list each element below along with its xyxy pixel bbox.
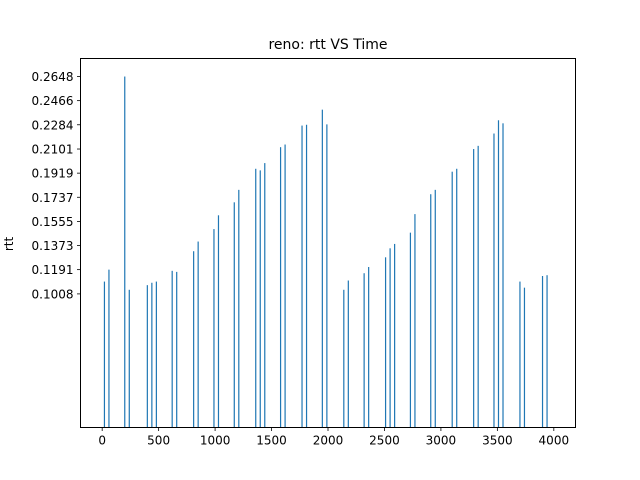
y-tick-label: 0.1919 <box>32 167 74 181</box>
bar <box>368 266 370 428</box>
bar <box>434 189 436 428</box>
y-tick-label: 0.1555 <box>32 215 74 229</box>
bar <box>213 229 215 428</box>
y-tick-label: 0.1008 <box>32 287 74 301</box>
bar <box>264 163 266 428</box>
bar <box>284 144 286 428</box>
bar <box>519 281 521 428</box>
y-axis-label: rtt <box>2 237 16 252</box>
bars-group <box>103 76 548 428</box>
y-tick-label: 0.2101 <box>32 143 74 157</box>
bar <box>473 149 475 428</box>
bar <box>155 281 157 428</box>
bar <box>217 215 220 428</box>
bar <box>255 168 257 428</box>
bar <box>103 281 106 428</box>
bar <box>430 194 432 428</box>
y-tick-label: 0.2648 <box>32 70 74 84</box>
x-tick-label: 3500 <box>482 434 513 448</box>
bar <box>128 289 130 428</box>
bar <box>347 280 349 428</box>
bar <box>389 248 391 428</box>
bar <box>477 145 479 428</box>
bar <box>321 109 323 428</box>
bar <box>546 275 548 428</box>
bar <box>343 289 345 428</box>
y-tick-label: 0.1191 <box>32 263 74 277</box>
bar <box>523 287 526 428</box>
y-axis: 0.1008 0.1191 0.1373 0.1555 0.1737 0.1919 0.21… <box>32 70 81 301</box>
bar <box>151 282 153 428</box>
bar <box>414 214 416 428</box>
bar <box>301 125 303 428</box>
bar <box>451 171 453 428</box>
x-tick-label: 1500 <box>256 434 287 448</box>
bar <box>363 273 365 428</box>
x-tick-label: 2000 <box>313 434 344 448</box>
plot-frame <box>80 58 576 428</box>
bar <box>541 276 544 428</box>
y-tick-label: 0.1373 <box>32 239 74 253</box>
chart-title: reno: rtt VS Time <box>268 37 387 53</box>
bar <box>502 123 504 428</box>
bar <box>238 189 240 428</box>
x-tick-label: 1000 <box>200 434 231 448</box>
bar <box>456 168 458 428</box>
bar <box>108 269 110 428</box>
bar <box>497 120 500 428</box>
bar <box>146 285 148 428</box>
bar <box>197 241 199 428</box>
x-axis: 0 500 1000 1500 2000 2500 3000 3500 4000 <box>98 427 570 448</box>
bar <box>384 257 387 428</box>
bar <box>193 251 195 428</box>
bar <box>326 124 328 428</box>
y-tick-label: 0.1737 <box>32 191 74 205</box>
bar <box>176 271 178 428</box>
bar <box>493 133 495 428</box>
x-tick-label: 2500 <box>369 434 400 448</box>
x-tick-label: 3000 <box>426 434 457 448</box>
bar <box>171 270 173 428</box>
bar <box>305 124 308 428</box>
bar <box>124 76 126 428</box>
y-tick-label: 0.2284 <box>32 118 74 132</box>
x-tick-label: 0 <box>98 434 106 448</box>
bar <box>259 170 261 428</box>
bar <box>279 147 282 428</box>
y-tick-label: 0.2466 <box>32 94 74 108</box>
bar <box>394 243 396 428</box>
bar <box>409 232 412 428</box>
x-tick-label: 4000 <box>539 434 570 448</box>
bar <box>233 202 235 428</box>
x-tick-label: 500 <box>147 434 170 448</box>
